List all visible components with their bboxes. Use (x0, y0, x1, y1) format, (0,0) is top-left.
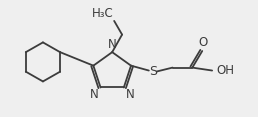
Text: H₃C: H₃C (91, 7, 113, 20)
Text: N: N (126, 88, 134, 101)
Text: N: N (108, 38, 117, 51)
Text: S: S (149, 65, 157, 78)
Text: OH: OH (216, 64, 234, 77)
Text: N: N (90, 88, 99, 101)
Text: O: O (199, 36, 208, 49)
